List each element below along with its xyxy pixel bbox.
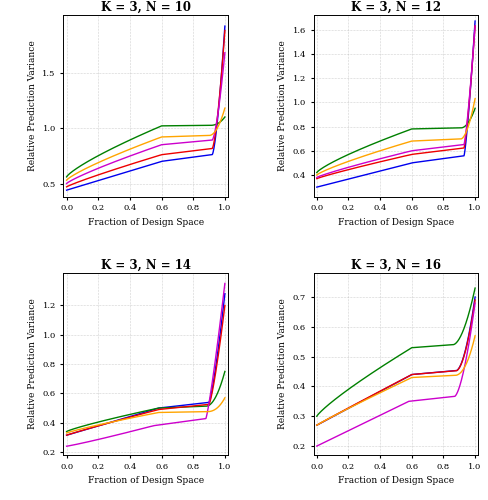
X-axis label: Fraction of Design Space: Fraction of Design Space [88,218,204,227]
Y-axis label: Relative Prediction Variance: Relative Prediction Variance [28,40,37,172]
Title: K = 3, N = 16: K = 3, N = 16 [351,259,441,272]
X-axis label: Fraction of Design Space: Fraction of Design Space [88,476,204,485]
Y-axis label: Relative Prediction Variance: Relative Prediction Variance [278,40,287,172]
Title: K = 3, N = 10: K = 3, N = 10 [101,1,191,14]
Title: K = 3, N = 14: K = 3, N = 14 [101,259,191,272]
X-axis label: Fraction of Design Space: Fraction of Design Space [338,218,454,227]
Y-axis label: Relative Prediction Variance: Relative Prediction Variance [278,298,287,430]
X-axis label: Fraction of Design Space: Fraction of Design Space [338,476,454,485]
Title: K = 3, N = 12: K = 3, N = 12 [351,1,441,14]
Y-axis label: Relative Prediction Variance: Relative Prediction Variance [28,298,37,430]
